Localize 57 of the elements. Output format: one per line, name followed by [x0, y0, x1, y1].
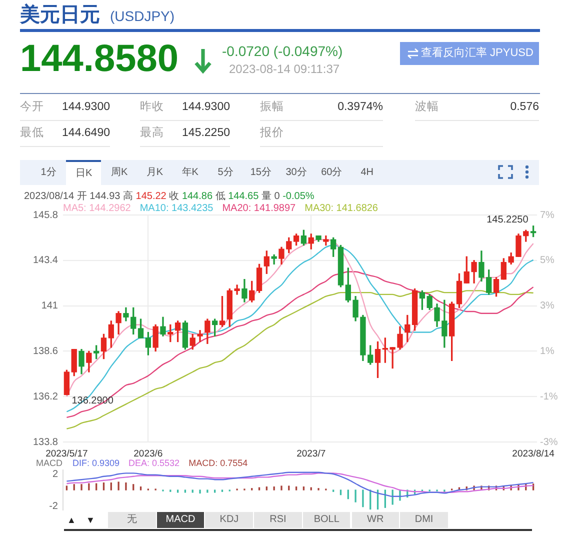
y2-tick-label: 3%: [540, 300, 555, 312]
text: -0.0720 (-0.0497%): [222, 43, 343, 59]
x-tick-label: 2023/5/17: [46, 448, 88, 460]
y2-tick-label: -3%: [540, 436, 558, 448]
text: 波幅: [415, 100, 439, 114]
series-label: DEA: 0.5532: [128, 458, 180, 468]
annotation: 145.2250: [486, 214, 529, 226]
text: 报价: [260, 126, 284, 140]
text: 0.3974%: [338, 100, 383, 114]
text: 高: [123, 191, 133, 202]
text: (USDJPY): [110, 8, 175, 24]
text: 144.9300: [62, 100, 110, 114]
y-tick-label: 136.2: [32, 391, 58, 402]
y-tick-label: 143.4: [32, 255, 58, 266]
text: MA5: 144.2962: [63, 203, 131, 214]
y2-tick-label: 5%: [540, 255, 555, 266]
text: 2023-08-14 09:11:37: [229, 62, 340, 76]
text: 最高: [140, 126, 164, 140]
text: 144.86: [182, 191, 213, 202]
text: 最低: [20, 126, 44, 140]
text: 开: [76, 191, 87, 202]
text: 144.65: [228, 191, 259, 202]
x-tick-label: 2023/7: [296, 448, 326, 460]
y-tick-label: 2: [52, 468, 58, 480]
text: MACD: 0.7554: [188, 458, 248, 468]
y-tick-label: 141: [41, 300, 58, 312]
y2-tick-label: 1%: [540, 346, 555, 357]
text: 145.22: [136, 191, 166, 202]
text: 145.2250: [182, 126, 230, 140]
text: 昨收: [140, 100, 164, 114]
y2-tick-label: 7%: [540, 210, 555, 221]
series-label: DIF: 0.9309: [72, 458, 120, 468]
legend-title: MACD: [36, 458, 62, 468]
text: 收: [169, 191, 180, 202]
text: 2023/08/14: [24, 191, 74, 202]
y-tick-label: 145.8: [32, 210, 58, 221]
text: 144.8580: [20, 38, 178, 80]
text: 144.9300: [182, 100, 230, 114]
text: MA20: 141.9897: [222, 203, 296, 214]
y-tick-label: -2: [49, 500, 58, 512]
x-tick-label: 2023/6: [134, 448, 163, 460]
text: 低: [215, 191, 226, 202]
text: 量: [261, 191, 272, 202]
text: 144.93: [90, 191, 120, 202]
text: 美元日元: [20, 4, 100, 26]
text: 0: [274, 191, 280, 202]
y-tick-label: 133.8: [32, 436, 58, 448]
text: 振幅: [260, 100, 284, 114]
text: -0.05%: [282, 191, 314, 202]
y-tick-label: 138.6: [32, 346, 58, 357]
x-tick-label: 2023/8/14: [512, 448, 554, 460]
text: 0.576: [510, 100, 539, 114]
text: 今开: [20, 100, 44, 114]
text: MA30: 141.6826: [304, 203, 378, 214]
y2-tick-label: -1%: [540, 391, 558, 402]
text: MA10: 143.4235: [140, 203, 214, 214]
text: 144.6490: [62, 126, 110, 140]
